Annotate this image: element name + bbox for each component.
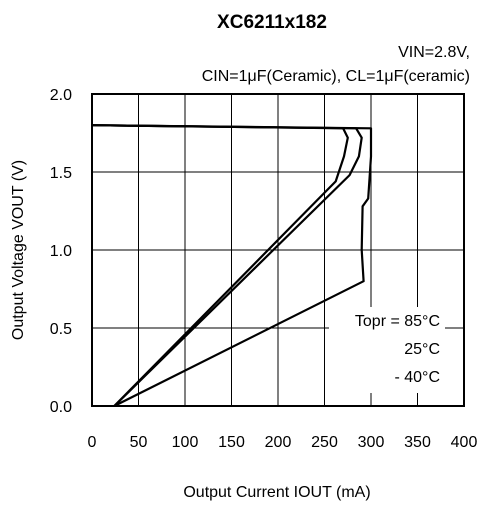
annotation-25c: 25°C — [404, 341, 440, 358]
x-tick-label: 250 — [311, 434, 338, 451]
x-tick-label: 50 — [130, 434, 148, 451]
x-tick-label: 350 — [404, 434, 431, 451]
annotation-topr-85c: Topr = 85°C — [355, 313, 440, 330]
x-axis-label: Output Current IOUT (mA) — [183, 484, 370, 501]
y-tick-label: 2.0 — [50, 87, 72, 104]
y-tick-label: 1.0 — [50, 243, 72, 260]
x-tick-label: 300 — [358, 434, 385, 451]
chart-subtitle-line2: CIN=1μF(Ceramic), CL=1μF(ceramic) — [202, 68, 470, 85]
series-line-3 — [91, 124, 373, 407]
plot-area-frame — [91, 93, 465, 407]
chart-subtitle-line1: VIN=2.8V, — [398, 44, 470, 61]
x-tick-label: 100 — [172, 434, 199, 451]
y-tick-label: 0.5 — [50, 321, 72, 338]
y-tick-labels: 0.0 0.5 1.0 1.5 2.0 — [50, 87, 72, 416]
annotation-minus-40c: - 40°C — [394, 369, 440, 386]
y-axis-label: Output Voltage VOUT (V) — [10, 160, 27, 340]
series-line-2 — [91, 124, 363, 407]
y-tick-label: 1.5 — [50, 165, 72, 182]
y-tick-label: 0.0 — [50, 399, 72, 416]
x-tick-label: 0 — [88, 434, 97, 451]
series-line-1 — [91, 124, 349, 407]
x-tick-label: 400 — [451, 434, 478, 451]
x-tick-label: 200 — [265, 434, 292, 451]
chart-title: XC6211x182 — [217, 12, 327, 33]
series-lines — [91, 124, 373, 407]
x-tick-labels: 0 50 100 150 200 250 300 350 400 — [88, 434, 478, 451]
legend-box-background — [329, 307, 445, 393]
x-tick-label: 150 — [218, 434, 245, 451]
